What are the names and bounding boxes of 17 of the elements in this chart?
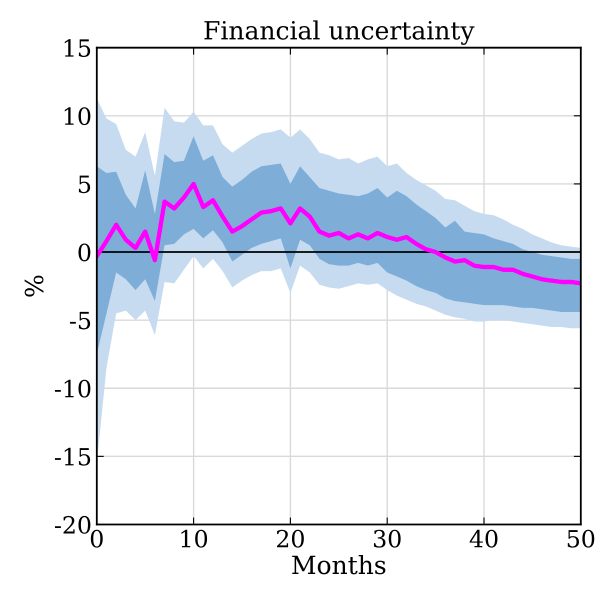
y-tick-label: -20 (54, 516, 90, 534)
x-axis-title: Months (292, 554, 386, 574)
y-tick-label: 0 (78, 243, 90, 262)
x-tick-label: 0 (90, 530, 103, 548)
x-tick-label: 50 (568, 530, 594, 548)
y-tick-label: -10 (54, 380, 90, 398)
x-tick-label: 30 (374, 530, 401, 548)
y-tick-label: -5 (70, 312, 90, 330)
y-tick-label: 5 (78, 176, 90, 194)
x-tick-label: 40 (470, 530, 498, 548)
y-tick-label: 15 (64, 39, 90, 57)
x-tick-label: 20 (276, 530, 304, 548)
x-tick-label: 10 (181, 530, 208, 548)
y-tick-label: -15 (54, 448, 90, 466)
y-axis-title: % (24, 276, 44, 297)
y-tick-label: 10 (64, 107, 90, 126)
chart-title: Financial uncertainty (204, 20, 474, 45)
